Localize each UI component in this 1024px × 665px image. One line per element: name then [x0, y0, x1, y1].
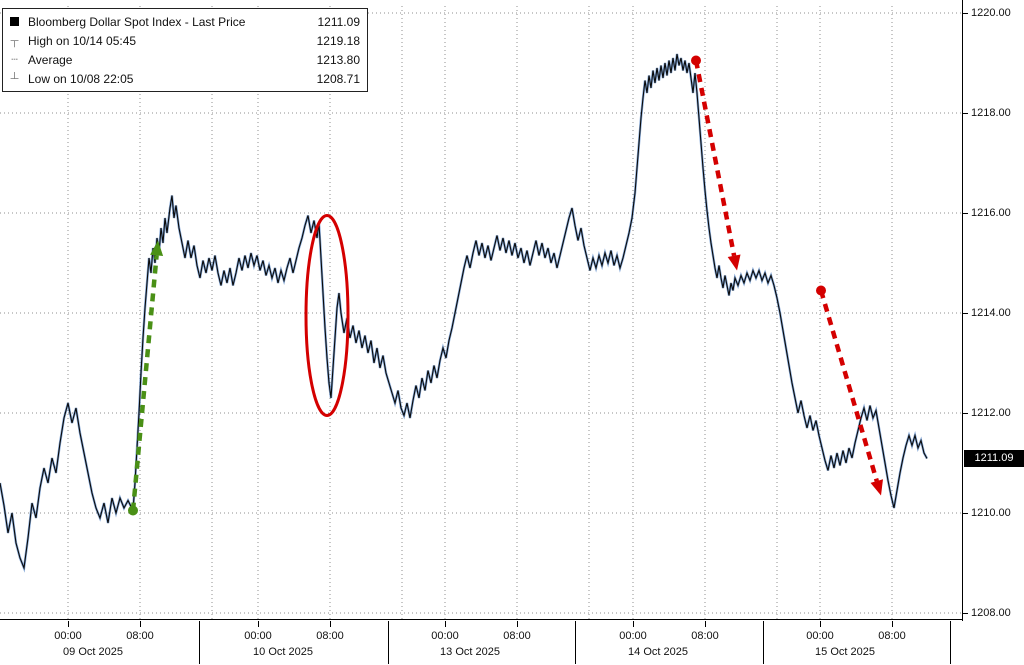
time-axis-tick: [820, 621, 821, 627]
time-axis-label: 08:00: [126, 630, 154, 642]
chart-plot-area[interactable]: Bloomberg Dollar Spot Index - Last Price…: [0, 0, 962, 620]
time-axis-tick: [140, 621, 141, 627]
legend-high-value: 1219.18: [316, 33, 360, 48]
average-marker-icon: ┄: [11, 54, 18, 66]
time-axis-label: 08:00: [878, 630, 906, 642]
time-axis-label: 00:00: [806, 630, 834, 642]
day-separator: [199, 621, 200, 664]
price-axis-tick: [963, 613, 968, 614]
price-axis-label: 1216.00: [971, 207, 1011, 219]
last-price-badge: 1211.09: [964, 450, 1024, 467]
date-axis-label: 13 Oct 2025: [440, 646, 500, 658]
day-separator: [950, 621, 951, 664]
price-axis-tick: [963, 213, 968, 214]
time-axis-label: 00:00: [244, 630, 272, 642]
legend-row-average[interactable]: ┄ Average 1213.80: [8, 50, 360, 69]
price-axis-label: 1208.00: [971, 607, 1011, 619]
low-marker-icon: ┴: [10, 72, 19, 85]
price-axis-tick: [963, 13, 968, 14]
chart-legend: Bloomberg Dollar Spot Index - Last Price…: [2, 8, 368, 92]
price-chart-canvas: [0, 6, 962, 619]
price-axis-tick: [963, 113, 968, 114]
date-axis-label: 09 Oct 2025: [63, 646, 123, 658]
time-axis-label: 08:00: [691, 630, 719, 642]
time-axis-label: 00:00: [619, 630, 647, 642]
price-axis-label: 1220.00: [971, 7, 1011, 19]
price-axis-label: 1212.00: [971, 407, 1011, 419]
high-marker-icon: ┬: [10, 34, 19, 47]
time-axis-tick: [68, 621, 69, 627]
day-separator: [763, 621, 764, 664]
legend-series-label: Bloomberg Dollar Spot Index - Last Price: [28, 14, 246, 29]
time-axis-label: 00:00: [431, 630, 459, 642]
time-axis-tick: [633, 621, 634, 627]
time-axis-label: 00:00: [54, 630, 82, 642]
series-swatch-icon: [8, 17, 21, 26]
time-axis-tick: [445, 621, 446, 627]
time-axis-tick: [258, 621, 259, 627]
time-axis-label: 08:00: [503, 630, 531, 642]
time-axis-tick: [517, 621, 518, 627]
date-axis-label: 15 Oct 2025: [815, 646, 875, 658]
date-axis-label: 14 Oct 2025: [628, 646, 688, 658]
legend-high-label: High on 10/14 05:45: [28, 33, 137, 48]
legend-row-low[interactable]: ┴ Low on 10/08 22:05 1208.71: [8, 69, 360, 88]
time-axis-tick: [705, 621, 706, 627]
time-axis-tick: [892, 621, 893, 627]
legend-low-value: 1208.71: [316, 71, 360, 86]
price-axis-tick: [963, 413, 968, 414]
legend-low-label: Low on 10/08 22:05: [28, 71, 134, 86]
price-axis: 1211.09 1220.00 1218.00 1216.00 1214.00 1212…: [962, 0, 1024, 621]
price-axis-tick: [963, 513, 968, 514]
price-axis-label: 1210.00: [971, 507, 1011, 519]
time-axis-label: 08:00: [316, 630, 344, 642]
legend-row-last-price[interactable]: Bloomberg Dollar Spot Index - Last Price…: [8, 12, 360, 31]
time-axis-tick: [330, 621, 331, 627]
day-separator: [575, 621, 576, 664]
time-axis: 00:00 08:00 09 Oct 2025 00:00 08:00 10 Oct 20…: [0, 621, 1024, 665]
legend-average-label: Average: [28, 52, 73, 67]
date-axis-label: 10 Oct 2025: [253, 646, 313, 658]
legend-series-value: 1211.09: [317, 14, 361, 29]
legend-average-value: 1213.80: [316, 52, 360, 67]
price-axis-label: 1218.00: [971, 107, 1011, 119]
day-separator: [388, 621, 389, 664]
price-axis-tick: [963, 313, 968, 314]
legend-row-high[interactable]: ┬ High on 10/14 05:45 1219.18: [8, 31, 360, 50]
price-axis-label: 1214.00: [971, 307, 1011, 319]
